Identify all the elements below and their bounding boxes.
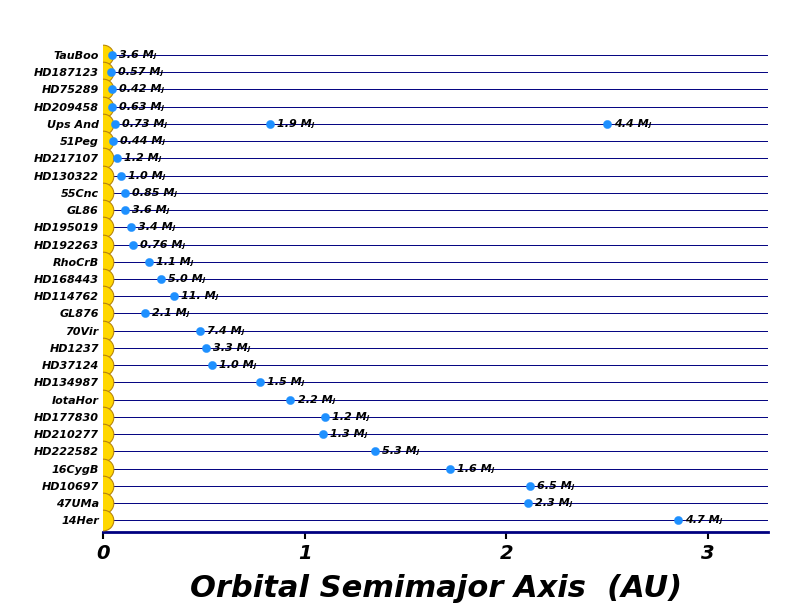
Text: 0.57 Mⱼ: 0.57 Mⱼ	[119, 67, 163, 77]
Text: 0.73 Mⱼ: 0.73 Mⱼ	[122, 119, 167, 129]
Point	[119, 188, 131, 198]
Point	[97, 171, 109, 181]
Point	[369, 447, 382, 457]
Point	[97, 378, 109, 387]
Text: 1.6 Mⱼ: 1.6 Mⱼ	[457, 464, 494, 474]
Point	[284, 395, 297, 405]
Text: 0.76 Mⱼ: 0.76 Mⱼ	[140, 239, 185, 250]
Point	[600, 119, 613, 129]
Point	[97, 412, 109, 422]
Text: 1.3 Mⱼ: 1.3 Mⱼ	[329, 429, 367, 439]
Text: 3.4 Mⱼ: 3.4 Mⱼ	[139, 222, 176, 233]
Text: 1.5 Mⱼ: 1.5 Mⱼ	[267, 378, 304, 387]
Point	[155, 274, 168, 284]
Point	[106, 50, 119, 60]
Point	[444, 464, 456, 474]
Point	[127, 240, 139, 250]
Text: 3.6 Mⱼ: 3.6 Mⱼ	[120, 50, 157, 60]
Point	[97, 102, 109, 111]
Text: 3.3 Mⱼ: 3.3 Mⱼ	[213, 343, 250, 353]
Point	[97, 343, 109, 353]
Point	[97, 291, 109, 301]
Text: 4.7 Mⱼ: 4.7 Mⱼ	[684, 515, 722, 525]
Point	[97, 498, 109, 508]
Text: 0.63 Mⱼ: 0.63 Mⱼ	[119, 102, 164, 111]
Text: 5.3 Mⱼ: 5.3 Mⱼ	[383, 446, 420, 457]
Point	[97, 447, 109, 457]
Point	[119, 205, 131, 215]
Point	[97, 240, 109, 250]
Text: 0.42 Mⱼ: 0.42 Mⱼ	[120, 84, 164, 94]
Point	[97, 136, 109, 146]
Point	[107, 136, 120, 146]
Point	[97, 222, 109, 232]
Point	[139, 308, 151, 318]
Text: 4.4 Mⱼ: 4.4 Mⱼ	[614, 119, 651, 129]
Point	[205, 360, 218, 370]
X-axis label: Orbital Semimajor Axis  (AU): Orbital Semimajor Axis (AU)	[189, 573, 682, 603]
Point	[97, 360, 109, 370]
Point	[97, 481, 109, 491]
Text: 1.1 Mⱼ: 1.1 Mⱼ	[156, 257, 193, 267]
Point	[143, 257, 156, 267]
Point	[97, 274, 109, 284]
Text: 1.2 Mⱼ: 1.2 Mⱼ	[124, 154, 162, 163]
Point	[97, 515, 109, 525]
Text: 0.85 Mⱼ: 0.85 Mⱼ	[132, 188, 177, 198]
Point	[671, 515, 683, 525]
Point	[97, 119, 109, 129]
Point	[264, 119, 276, 129]
Point	[97, 395, 109, 405]
Point	[522, 498, 535, 508]
Point	[193, 326, 206, 335]
Point	[97, 257, 109, 267]
Point	[97, 50, 109, 60]
Text: 1.9 Mⱼ: 1.9 Mⱼ	[277, 119, 314, 129]
Point	[97, 188, 109, 198]
Point	[97, 464, 109, 474]
Text: 5.0 Mⱼ: 5.0 Mⱼ	[169, 274, 206, 284]
Point	[254, 378, 267, 387]
Text: 2.2 Mⱼ: 2.2 Mⱼ	[298, 395, 335, 405]
Text: 11. Mⱼ: 11. Mⱼ	[181, 291, 218, 301]
Point	[97, 326, 109, 335]
Point	[524, 481, 537, 491]
Point	[97, 308, 109, 318]
Point	[111, 154, 124, 163]
Text: 7.4 Mⱼ: 7.4 Mⱼ	[207, 326, 244, 336]
Text: 1.2 Mⱼ: 1.2 Mⱼ	[332, 412, 369, 422]
Point	[97, 429, 109, 439]
Text: 6.5 Mⱼ: 6.5 Mⱼ	[538, 481, 575, 491]
Point	[114, 171, 127, 181]
Text: 0.44 Mⱼ: 0.44 Mⱼ	[120, 136, 166, 146]
Point	[105, 67, 118, 77]
Point	[167, 291, 180, 301]
Point	[105, 102, 118, 111]
Text: 2.3 Mⱼ: 2.3 Mⱼ	[535, 498, 573, 508]
Point	[97, 154, 109, 163]
Text: 2.1 Mⱼ: 2.1 Mⱼ	[152, 308, 189, 318]
Point	[97, 84, 109, 94]
Point	[200, 343, 212, 353]
Point	[318, 412, 331, 422]
Point	[97, 205, 109, 215]
Point	[97, 67, 109, 77]
Point	[106, 84, 119, 94]
Text: 3.6 Mⱼ: 3.6 Mⱼ	[132, 205, 169, 215]
Point	[125, 222, 138, 232]
Text: 1.0 Mⱼ: 1.0 Mⱼ	[128, 171, 165, 181]
Point	[316, 429, 329, 439]
Point	[109, 119, 121, 129]
Text: 1.0 Mⱼ: 1.0 Mⱼ	[219, 360, 256, 370]
